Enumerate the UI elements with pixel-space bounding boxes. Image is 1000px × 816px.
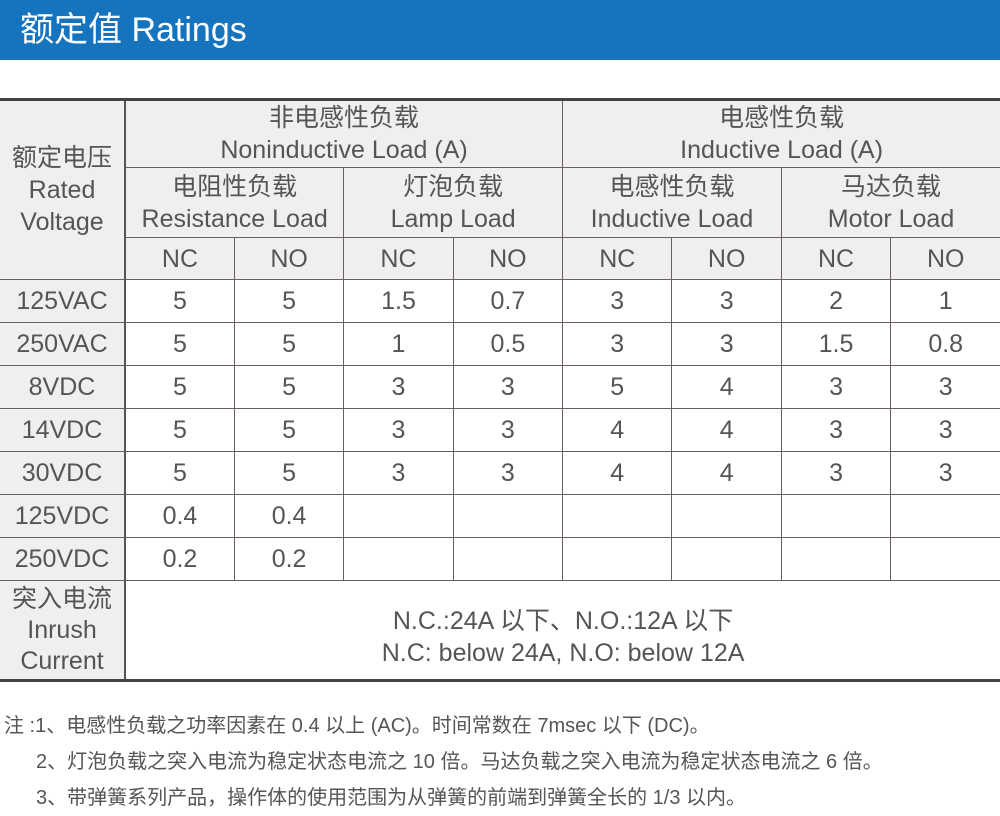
note-2: 2、灯泡负载之突入电流为稳定状态电流之 10 倍。马达负载之突入电流为稳定状态电… (36, 751, 883, 773)
rating-cell: 3 (452, 451, 564, 495)
rating-cell: 4 (562, 408, 673, 452)
rating-cell: 4 (671, 451, 782, 495)
contact-header-no: NO (671, 237, 782, 280)
motor-load-header: 马达负载 Motor Load (780, 167, 1000, 238)
rating-cell (343, 494, 454, 538)
rating-cell: 5 (233, 451, 345, 495)
rating-cell: 1 (890, 279, 1000, 323)
rating-cell: 5 (233, 279, 345, 323)
noninductive-load-header: 非电感性负载 Noninductive Load (A) (124, 99, 564, 168)
rating-cell: 3 (343, 408, 454, 452)
voltage-cell: 8VDC (0, 365, 126, 409)
rating-cell: 4 (671, 365, 782, 409)
contact-header-nc: NC (125, 237, 235, 280)
rating-cell (452, 537, 564, 581)
contact-header-no: NO (452, 237, 564, 280)
rating-cell (780, 494, 892, 538)
rating-cell: 3 (671, 322, 782, 366)
table-row: 250VAC 5 5 1 0.5 3 3 1.5 0.8 (0, 322, 1000, 366)
rating-cell (890, 537, 1000, 581)
rating-cell: 0.2 (124, 537, 235, 581)
ratings-table: 额定电压 Rated Voltage 非电感性负载 Noninductive Load… (0, 98, 1000, 682)
contact-header-no: NO (890, 237, 1000, 280)
rated-voltage-header: 额定电压 Rated Voltage (0, 99, 126, 280)
rating-cell: 5 (124, 322, 235, 366)
rating-cell: 5 (124, 365, 235, 409)
voltage-cell: 30VDC (0, 451, 126, 495)
table-row: 125VDC 0.4 0.4 (0, 494, 1000, 538)
rating-cell: 0.8 (890, 322, 1000, 366)
contact-header-nc: NC (780, 237, 892, 280)
section-title: 额定值 Ratings (20, 11, 247, 49)
table-row: 250VDC 0.2 0.2 (0, 537, 1000, 581)
table-row: 125VAC 5 5 1.5 0.7 3 3 2 1 (0, 279, 1000, 323)
rating-cell: 3 (343, 365, 454, 409)
note-3: 3、带弹簧系列产品，操作体的使用范围为从弹簧的前端到弹簧全长的 1/3 以内。 (36, 787, 747, 809)
rating-cell: 3 (890, 451, 1000, 495)
rating-cell (780, 537, 892, 581)
lamp-load-header: 灯泡负载 Lamp Load (343, 167, 564, 238)
rating-cell (452, 494, 564, 538)
rating-cell: 3 (780, 451, 892, 495)
rating-cell: 5 (124, 408, 235, 452)
contact-header-nc: NC (562, 237, 673, 280)
rating-cell: 1.5 (343, 279, 454, 323)
rating-cell: 5 (233, 365, 345, 409)
rating-cell: 1 (343, 322, 454, 366)
rating-cell: 0.4 (233, 494, 345, 538)
rating-cell: 3 (343, 451, 454, 495)
table-row: 8VDC 5 5 3 3 5 4 3 3 (0, 365, 1000, 409)
voltage-cell: 14VDC (0, 408, 126, 452)
rating-cell (343, 537, 454, 581)
rating-cell (671, 537, 782, 581)
note-1: 注 :1、电感性负载之功率因素在 0.4 以上 (AC)。时间常数在 7msec… (4, 715, 710, 737)
inductive-sub-header: 电感性负载 Inductive Load (562, 167, 782, 238)
rating-cell: 1.5 (780, 322, 892, 366)
voltage-cell: 250VAC (0, 322, 126, 366)
rating-cell: 0.5 (452, 322, 564, 366)
rating-cell (562, 494, 673, 538)
rating-cell: 0.4 (124, 494, 235, 538)
rating-cell: 3 (890, 408, 1000, 452)
rating-cell: 3 (671, 279, 782, 323)
resistance-load-header: 电阻性负载 Resistance Load (125, 167, 345, 238)
table-row: 30VDC 5 5 3 3 4 4 3 3 (0, 451, 1000, 495)
notes: 注 :1、电感性负载之功率因素在 0.4 以上 (AC)。时间常数在 7msec… (4, 708, 883, 816)
rating-cell (890, 494, 1000, 538)
rating-cell: 3 (452, 365, 564, 409)
rating-cell: 4 (671, 408, 782, 452)
rating-cell: 2 (780, 279, 892, 323)
inrush-value: N.C.:24A 以下、N.O.:12A 以下 N.C: below 24A, N… (124, 580, 1000, 681)
rating-cell: 3 (562, 322, 673, 366)
rating-cell: 5 (562, 365, 673, 409)
table-row: 14VDC 5 5 3 3 4 4 3 3 (0, 408, 1000, 452)
rating-cell: 4 (562, 451, 673, 495)
rating-cell: 0.7 (452, 279, 564, 323)
rating-cell: 0.2 (233, 537, 345, 581)
rating-cell: 5 (124, 279, 235, 323)
rating-cell: 3 (780, 408, 892, 452)
rating-cell: 3 (780, 365, 892, 409)
contact-header-no: NO (233, 237, 345, 280)
voltage-cell: 125VDC (0, 494, 126, 538)
voltage-cell: 125VAC (0, 279, 126, 323)
contact-header-nc: NC (343, 237, 454, 280)
section-banner: 额定值 Ratings (0, 0, 1000, 60)
rating-cell: 3 (562, 279, 673, 323)
rating-cell (671, 494, 782, 538)
voltage-cell: 250VDC (0, 537, 126, 581)
inrush-label: 突入电流 Inrush Current (0, 580, 126, 681)
rating-cell: 3 (452, 408, 564, 452)
rating-cell (562, 537, 673, 581)
rating-cell: 3 (890, 365, 1000, 409)
inductive-load-header: 电感性负载 Inductive Load (A) (562, 99, 1000, 168)
rating-cell: 5 (233, 322, 345, 366)
rating-cell: 5 (124, 451, 235, 495)
rating-cell: 5 (233, 408, 345, 452)
